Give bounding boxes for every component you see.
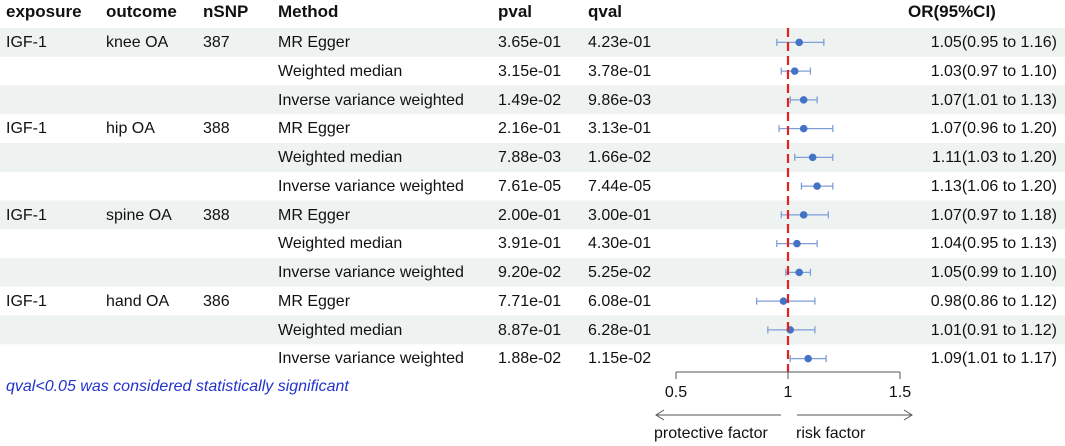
cell-pval: 2.16e-01	[498, 120, 562, 138]
cell-method: Weighted median	[278, 235, 403, 253]
cell-outcome: knee OA	[106, 34, 169, 51]
row-stripe	[0, 28, 1065, 57]
x-tick-label: 1.5	[888, 384, 912, 401]
cell-pval: 3.15e-01	[498, 62, 562, 80]
cell-nsnp: 388	[203, 206, 230, 224]
cell-or-ci: 1.13(1.06 to 1.20)	[930, 177, 1057, 195]
header-or: OR(95%CI)	[908, 2, 996, 21]
significance-note: qval<0.05 was considered statistically s…	[6, 378, 349, 395]
cell-or-ci: 1.01(0.91 to 1.12)	[930, 321, 1057, 339]
protective-arrow-head	[655, 409, 665, 421]
cell-pval: 8.87e-01	[498, 321, 562, 339]
cell-method: Inverse variance weighted	[278, 91, 464, 109]
cell-nsnp: 387	[203, 34, 230, 51]
cell-qval: 5.25e-02	[588, 264, 652, 281]
cell-method: MR Egger	[278, 34, 351, 51]
row-stripe	[0, 315, 1065, 345]
cell-or-ci: 1.03(0.97 to 1.10)	[930, 62, 1057, 80]
cell-nsnp: 388	[203, 120, 230, 138]
risk-arrow-head	[903, 409, 913, 421]
protective-factor-label: protective factor	[654, 425, 768, 442]
cell-or-ci: 1.07(0.97 to 1.18)	[930, 206, 1057, 224]
cell-qval: 3.78e-01	[588, 62, 652, 80]
cell-or-ci: 1.07(1.01 to 1.13)	[930, 91, 1057, 109]
cell-method: MR Egger	[278, 120, 351, 138]
header-pval: pval	[498, 2, 533, 21]
point-estimate	[795, 268, 803, 277]
cell-pval: 2.00e-01	[498, 206, 562, 224]
cell-pval: 3.91e-01	[498, 235, 562, 253]
cell-pval: 7.88e-03	[498, 149, 562, 166]
header-nsnp: nSNP	[203, 2, 249, 21]
cell-or-ci: 1.04(0.95 to 1.13)	[930, 235, 1057, 253]
point-estimate	[804, 354, 812, 363]
cell-qval: 6.08e-01	[588, 292, 652, 310]
row-stripe	[0, 85, 1065, 115]
row-stripe	[0, 143, 1065, 172]
cell-outcome: hand OA	[106, 292, 170, 310]
point-estimate	[795, 38, 803, 47]
cell-method: MR Egger	[278, 292, 351, 310]
cell-outcome: spine OA	[106, 206, 172, 224]
cell-method: Weighted median	[278, 62, 403, 80]
cell-exposure: IGF-1	[6, 34, 47, 51]
cell-pval: 7.71e-01	[498, 292, 562, 310]
header-outcome: outcome	[106, 2, 177, 21]
x-tick-label: 0.5	[664, 384, 688, 401]
cell-method: Weighted median	[278, 149, 403, 166]
cell-qval: 9.86e-03	[588, 91, 652, 109]
cell-method: Inverse variance weighted	[278, 177, 464, 195]
point-estimate	[779, 297, 788, 305]
header-method: Method	[278, 2, 339, 21]
cell-qval: 1.66e-02	[588, 149, 652, 166]
cell-qval: 6.28e-01	[588, 321, 652, 339]
cell-method: Inverse variance weighted	[278, 350, 464, 368]
row-stripe	[0, 258, 1065, 287]
risk-factor-label: risk factor	[796, 425, 866, 442]
point-estimate	[799, 124, 808, 133]
cell-qval: 1.15e-02	[588, 350, 652, 368]
cell-method: Inverse variance weighted	[278, 264, 464, 281]
cell-qval: 3.00e-01	[588, 206, 652, 224]
cell-pval: 1.49e-02	[498, 91, 562, 109]
cell-pval: 3.65e-01	[498, 34, 562, 51]
cell-pval: 9.20e-02	[498, 264, 562, 281]
cell-or-ci: 0.98(0.86 to 1.12)	[930, 292, 1057, 310]
cell-or-ci: 1.05(0.95 to 1.16)	[930, 34, 1057, 51]
header-qval: qval	[588, 2, 623, 21]
header-exposure: exposure	[6, 2, 82, 21]
cell-or-ci: 1.07(0.96 to 1.20)	[930, 120, 1057, 138]
point-estimate	[790, 67, 799, 75]
cell-exposure: IGF-1	[6, 120, 47, 138]
cell-pval: 7.61e-05	[498, 177, 562, 195]
cell-exposure: IGF-1	[6, 206, 47, 224]
cell-method: Weighted median	[278, 321, 403, 339]
cell-qval: 3.13e-01	[588, 120, 652, 138]
cell-outcome: hip OA	[106, 120, 155, 138]
cell-qval: 7.44e-05	[588, 177, 652, 195]
point-estimate	[799, 211, 808, 219]
cell-pval: 1.88e-02	[498, 350, 562, 368]
row-stripe	[0, 200, 1065, 230]
point-estimate	[799, 96, 808, 104]
cell-exposure: IGF-1	[6, 292, 47, 310]
cell-nsnp: 386	[203, 292, 230, 310]
point-estimate	[813, 182, 821, 190]
point-estimate	[793, 239, 801, 248]
x-tick-label: 1	[783, 384, 793, 401]
cell-qval: 4.23e-01	[588, 34, 652, 51]
cell-qval: 4.30e-01	[588, 235, 652, 253]
cell-or-ci: 1.09(1.01 to 1.17)	[930, 350, 1057, 368]
cell-method: MR Egger	[278, 206, 351, 224]
cell-or-ci: 1.05(0.99 to 1.10)	[930, 264, 1057, 281]
cell-or-ci: 1.11(1.03 to 1.20)	[931, 149, 1057, 166]
point-estimate	[808, 153, 817, 162]
